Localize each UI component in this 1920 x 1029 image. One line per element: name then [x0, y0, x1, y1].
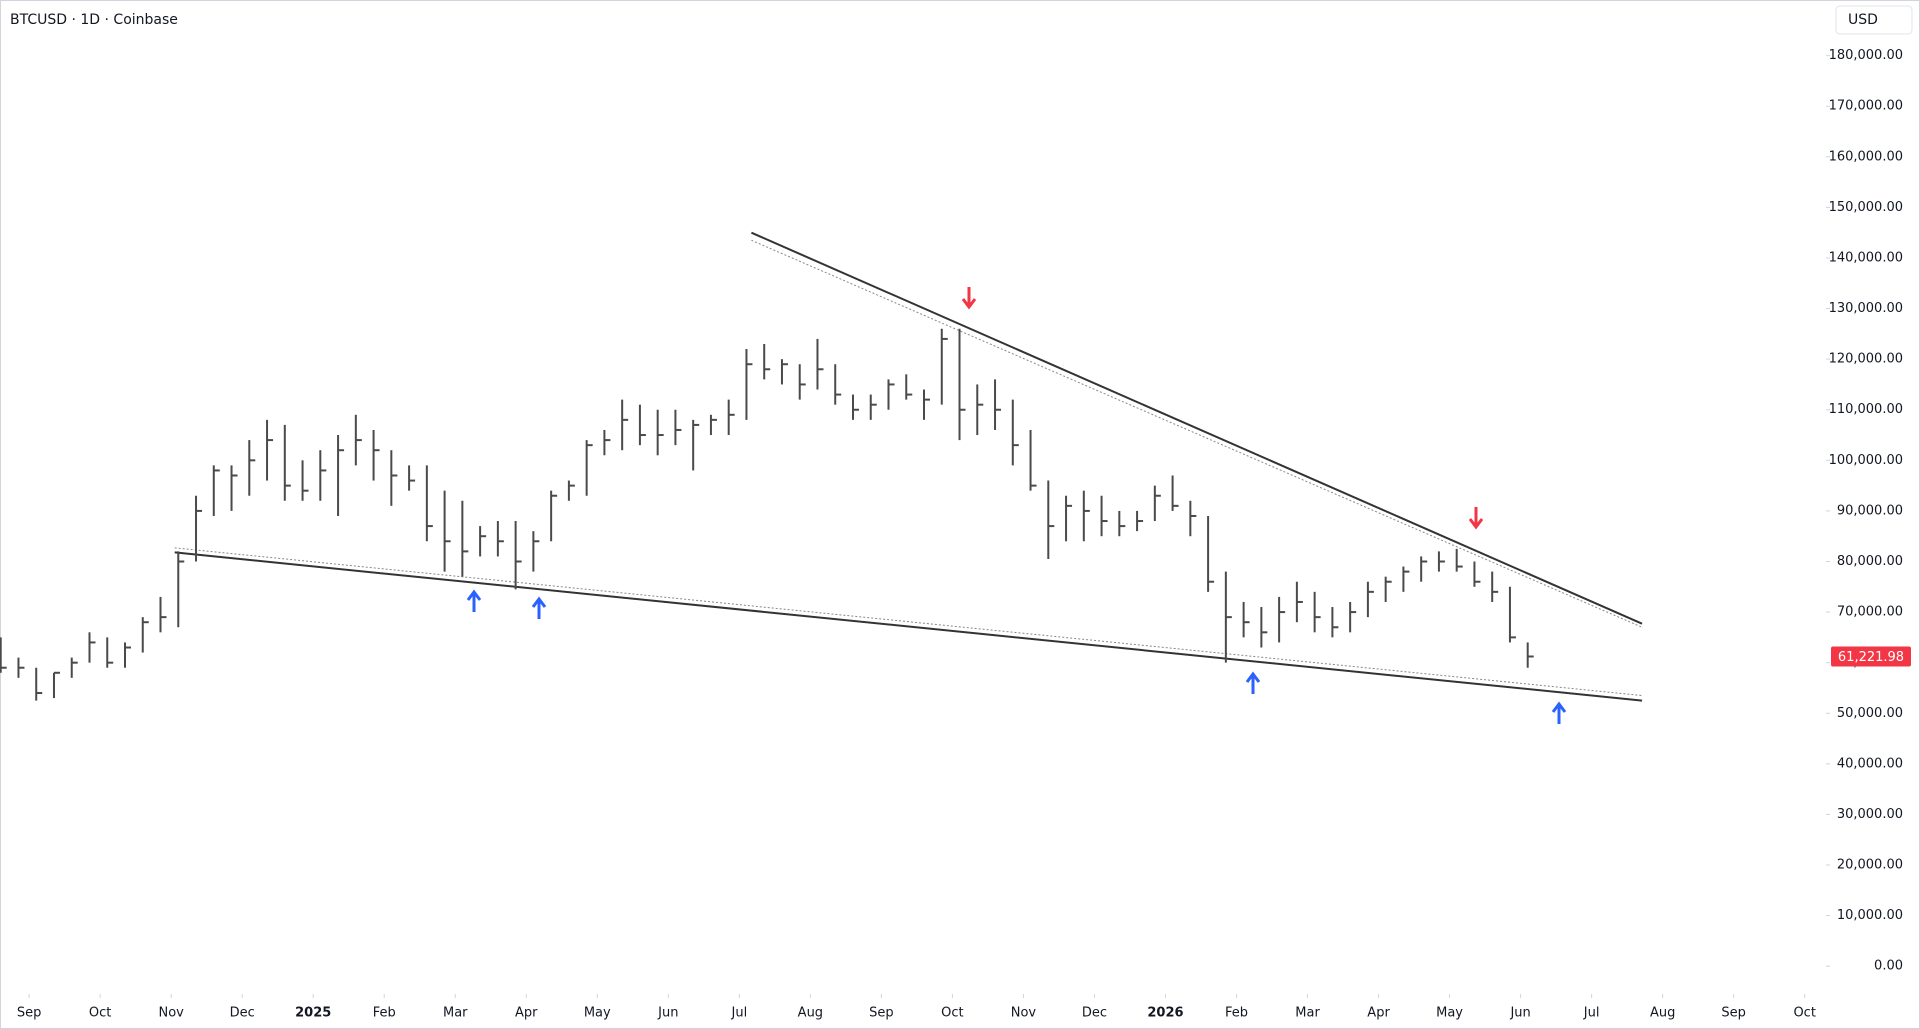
currency-button[interactable]: [1835, 5, 1913, 35]
y-tick-label: 100,000.00: [1829, 453, 1903, 468]
x-tick-label: Aug: [1650, 1006, 1675, 1021]
y-tick-label: 120,000.00: [1829, 352, 1903, 367]
up-arrow: [531, 596, 547, 619]
y-tick-label: 40,000.00: [1837, 756, 1903, 771]
x-tick-label: Mar: [443, 1006, 468, 1021]
y-tick-label: 150,000.00: [1829, 200, 1903, 215]
x-tick-label: Mar: [1295, 1006, 1320, 1021]
x-tick-label: Jul: [1583, 1006, 1600, 1021]
y-tick-label: 160,000.00: [1829, 149, 1903, 164]
y-tick-label: 30,000.00: [1837, 807, 1903, 822]
x-tick-label: 2025: [295, 1006, 331, 1021]
y-tick-label: 170,000.00: [1829, 99, 1903, 114]
trendline: [174, 551, 1643, 702]
y-tick-label: 90,000.00: [1837, 503, 1903, 518]
trendline: [751, 231, 1643, 625]
x-tick-label: Sep: [1721, 1006, 1746, 1021]
x-tick-label: Apr: [515, 1006, 538, 1021]
x-tick-label: Dec: [1082, 1006, 1107, 1021]
x-tick-label: Nov: [1011, 1006, 1037, 1021]
y-tick-label: 50,000.00: [1837, 706, 1903, 721]
y-tick-label: 0.00: [1874, 959, 1903, 974]
x-tick-label: Aug: [798, 1006, 823, 1021]
y-tick-label: 110,000.00: [1829, 402, 1903, 417]
up-arrow: [466, 589, 482, 612]
x-tick-label: Jul: [731, 1006, 748, 1021]
down-arrow: [961, 287, 977, 310]
y-tick-label: 80,000.00: [1837, 554, 1903, 569]
x-tick-label: May: [584, 1006, 611, 1021]
x-tick-label: Nov: [158, 1006, 184, 1021]
x-tick-label: Dec: [230, 1006, 255, 1021]
x-tick-label: Feb: [1225, 1006, 1248, 1021]
x-tick-label: Jun: [657, 1006, 678, 1021]
annotation-arrows: [466, 287, 1567, 724]
x-tick-label: Oct: [89, 1006, 111, 1021]
y-tick-label: 130,000.00: [1829, 301, 1903, 316]
currency-label[interactable]: USD: [1848, 12, 1878, 28]
y-tick-label: 10,000.00: [1837, 908, 1903, 923]
price-tag-label: 61,221.98: [1838, 650, 1904, 665]
x-tick-label: 2026: [1147, 1006, 1183, 1021]
down-arrow: [1468, 507, 1484, 530]
x-tick-label: Oct: [1793, 1006, 1815, 1021]
y-tick-label: 20,000.00: [1837, 858, 1903, 873]
trendline: [751, 239, 1643, 628]
y-tick-label: 180,000.00: [1829, 48, 1903, 63]
x-tick-label: Sep: [869, 1006, 894, 1021]
up-arrow: [1245, 671, 1261, 694]
x-tick-label: Apr: [1367, 1006, 1390, 1021]
price-bars: [0, 328, 1534, 701]
x-tick-label: May: [1436, 1006, 1463, 1021]
y-tick-label: 70,000.00: [1837, 605, 1903, 620]
trendline: [174, 547, 1643, 697]
symbol-title: BTCUSD · 1D · Coinbase: [10, 12, 178, 28]
y-tick-label: 140,000.00: [1829, 250, 1903, 265]
up-arrow: [1551, 701, 1567, 724]
x-tick-label: Feb: [373, 1006, 396, 1021]
x-tick-label: Jun: [1509, 1006, 1530, 1021]
x-tick-label: Oct: [941, 1006, 963, 1021]
price-tag: [1831, 646, 1911, 667]
x-tick-label: Sep: [17, 1006, 42, 1021]
